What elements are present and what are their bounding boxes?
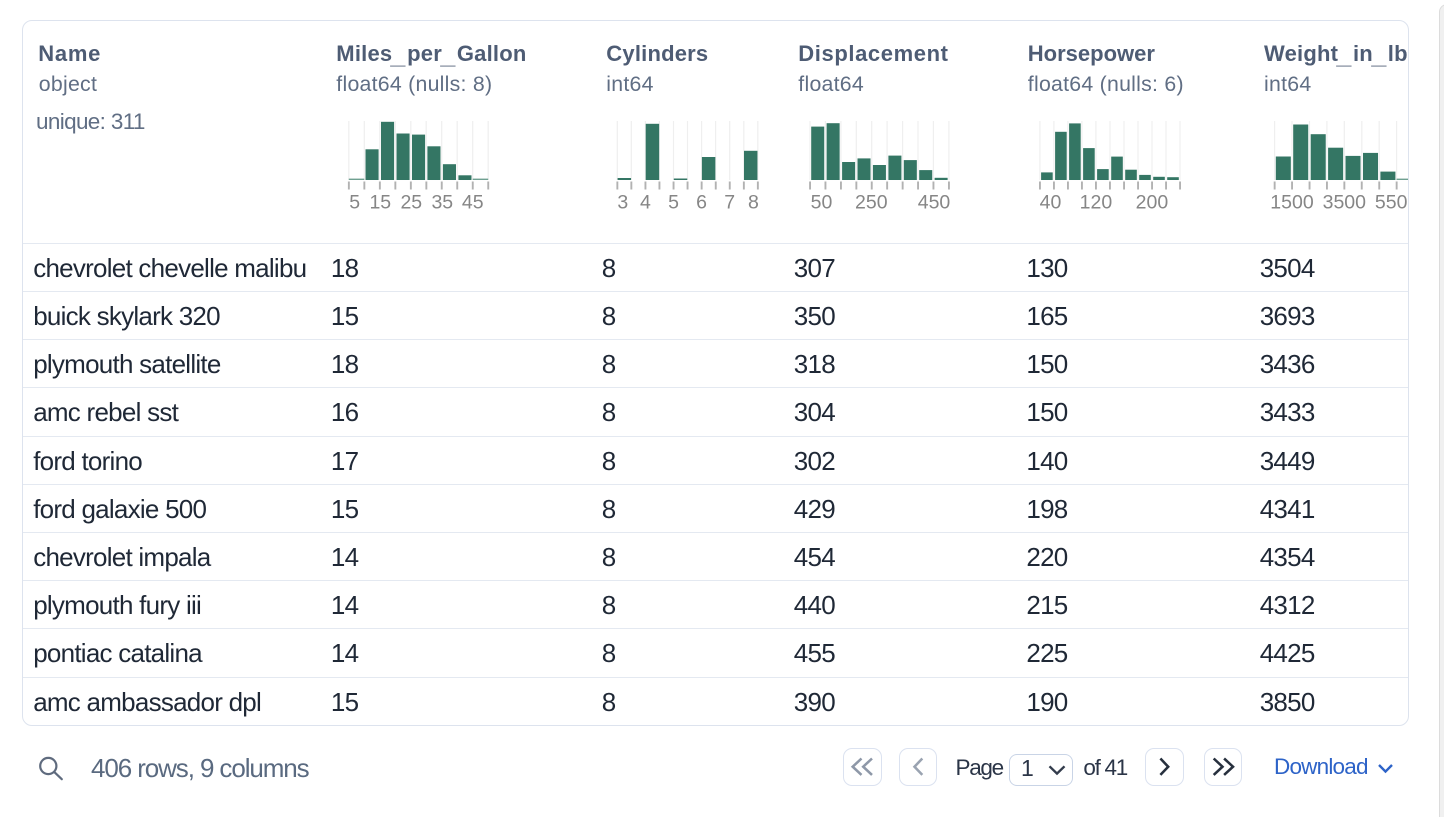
svg-text:120: 120: [1080, 191, 1113, 213]
svg-text:1500: 1500: [1270, 191, 1314, 213]
svg-text:250: 250: [855, 191, 888, 213]
svg-text:25: 25: [400, 191, 422, 213]
svg-text:45: 45: [462, 191, 484, 213]
svg-text:15: 15: [369, 191, 391, 213]
svg-text:5: 5: [349, 191, 360, 213]
svg-text:40: 40: [1040, 191, 1062, 213]
svg-text:3500: 3500: [1323, 191, 1367, 213]
svg-text:35: 35: [431, 191, 453, 213]
svg-text:4: 4: [640, 191, 651, 213]
svg-text:7: 7: [724, 191, 735, 213]
svg-text:5: 5: [668, 191, 679, 213]
svg-text:6: 6: [696, 191, 707, 213]
svg-text:200: 200: [1136, 191, 1169, 213]
svg-text:5500: 5500: [1375, 191, 1408, 213]
svg-text:50: 50: [811, 191, 833, 213]
svg-text:8: 8: [748, 191, 759, 213]
svg-text:3: 3: [617, 191, 628, 213]
svg-text:450: 450: [918, 191, 951, 213]
